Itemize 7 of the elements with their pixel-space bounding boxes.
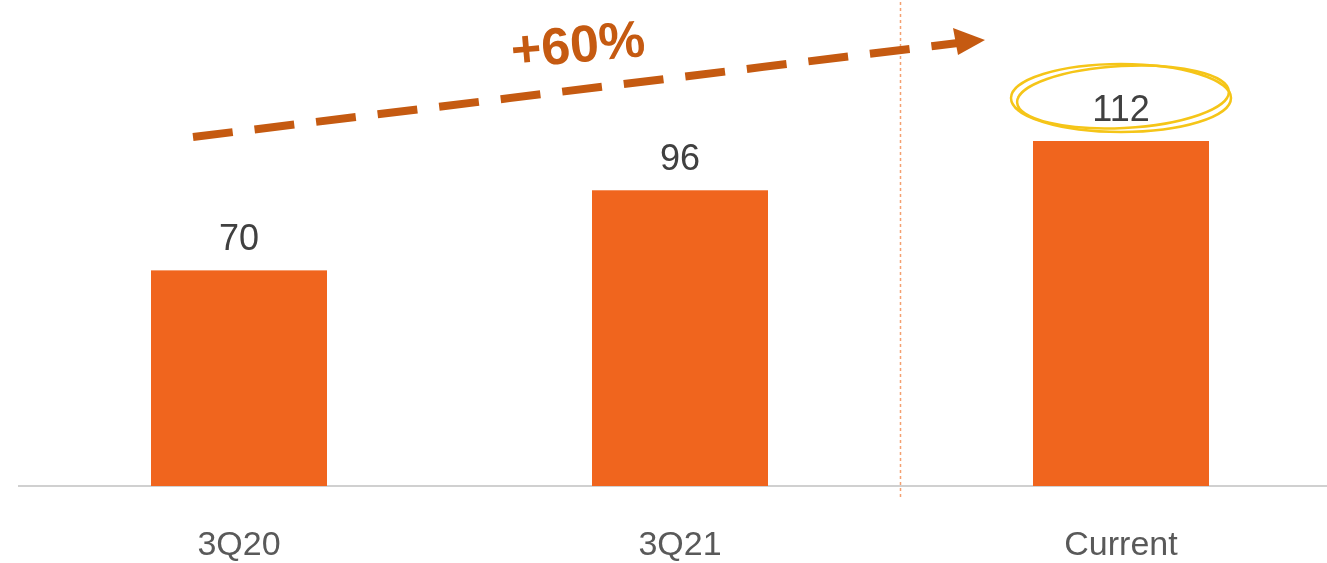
x-tick-label: Current [1064, 524, 1179, 562]
data-label: 70 [218, 217, 260, 259]
x-tick-label: 3Q20 [197, 524, 281, 562]
data-label: 112 [1092, 88, 1150, 129]
text: +60% [508, 9, 648, 79]
x-tick-label: 3Q21 [638, 524, 722, 562]
data-label: 96 [659, 137, 701, 179]
